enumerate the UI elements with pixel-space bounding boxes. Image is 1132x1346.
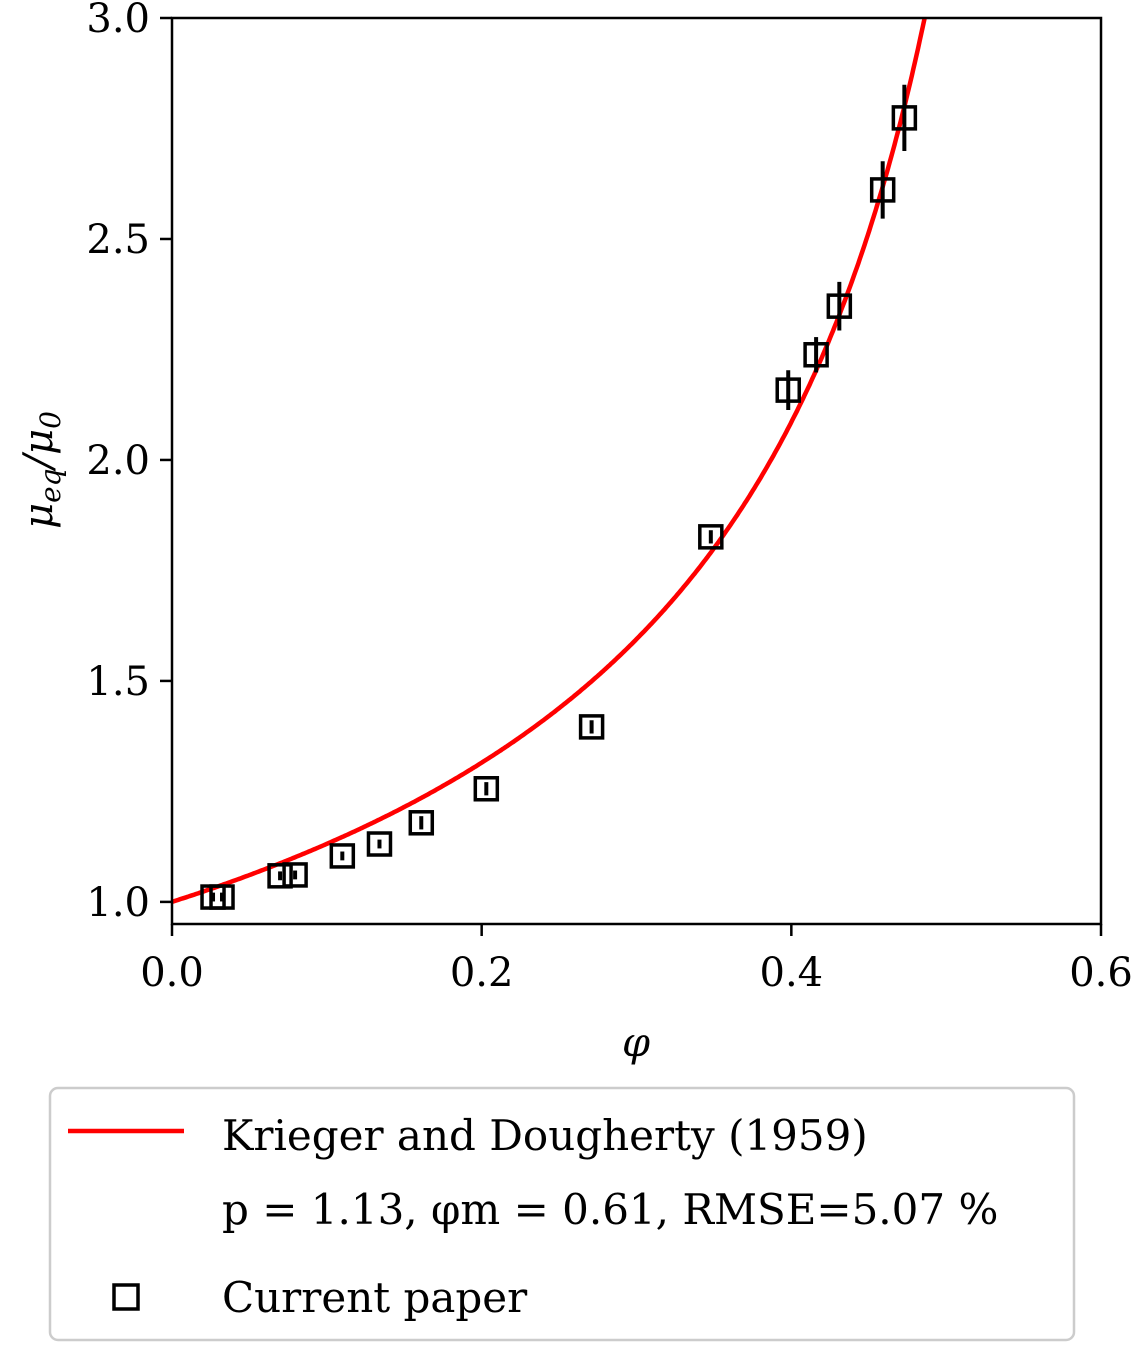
data-point [267, 863, 293, 889]
data-point [329, 843, 356, 869]
legend-box [48, 1086, 1076, 1342]
data-point [698, 524, 724, 550]
square-marker [869, 177, 896, 203]
data-point [282, 862, 308, 888]
legend-label-kd-params: p = 1.13, φm = 0.61, RMSE=5.07 % [222, 1185, 998, 1234]
square-marker [329, 843, 356, 869]
square-marker [775, 377, 801, 403]
data-point [803, 337, 829, 373]
x-tick-label: 0.4 [760, 950, 824, 996]
legend-label-kd: Krieger and Dougherty (1959) [222, 1111, 868, 1160]
square-marker [891, 105, 918, 131]
legend-label-current: Current paper [222, 1273, 528, 1322]
data-point [891, 84, 918, 152]
y-tick-label: 2.5 [86, 217, 150, 263]
y-axis-label: μeq/μ0 [16, 411, 67, 529]
square-marker [473, 776, 500, 802]
y-tick-label: 1.0 [86, 880, 150, 926]
legend: Krieger and Dougherty (1959) p = 1.13, φ… [48, 1086, 1076, 1342]
data-point [869, 161, 896, 219]
legend-square-marker [112, 1283, 140, 1311]
kd-fit-line [171, 17, 927, 905]
data-point [366, 831, 393, 857]
square-marker [698, 524, 724, 550]
square-marker [408, 810, 435, 836]
square-marker [267, 863, 293, 889]
square-marker [578, 714, 605, 740]
y-tick-label: 1.5 [86, 659, 150, 705]
y-tick-label: 3.0 [86, 0, 150, 42]
square-marker [366, 831, 393, 857]
data-point [826, 281, 853, 331]
data-point [775, 370, 801, 411]
data-point [578, 714, 605, 740]
x-tick-label: 0.6 [1069, 950, 1132, 996]
square-marker [826, 293, 853, 319]
data-point [473, 776, 500, 802]
square-marker [209, 884, 235, 910]
plot-frame [170, 16, 1103, 926]
square-marker [803, 342, 829, 368]
x-tick-label: 0.2 [450, 950, 514, 996]
x-axis-label: φ [622, 1020, 650, 1066]
data-point [408, 810, 435, 836]
data-point [209, 884, 235, 910]
x-tick-label: 0.0 [140, 950, 204, 996]
square-marker [282, 862, 308, 888]
y-tick-label: 2.0 [86, 438, 150, 484]
